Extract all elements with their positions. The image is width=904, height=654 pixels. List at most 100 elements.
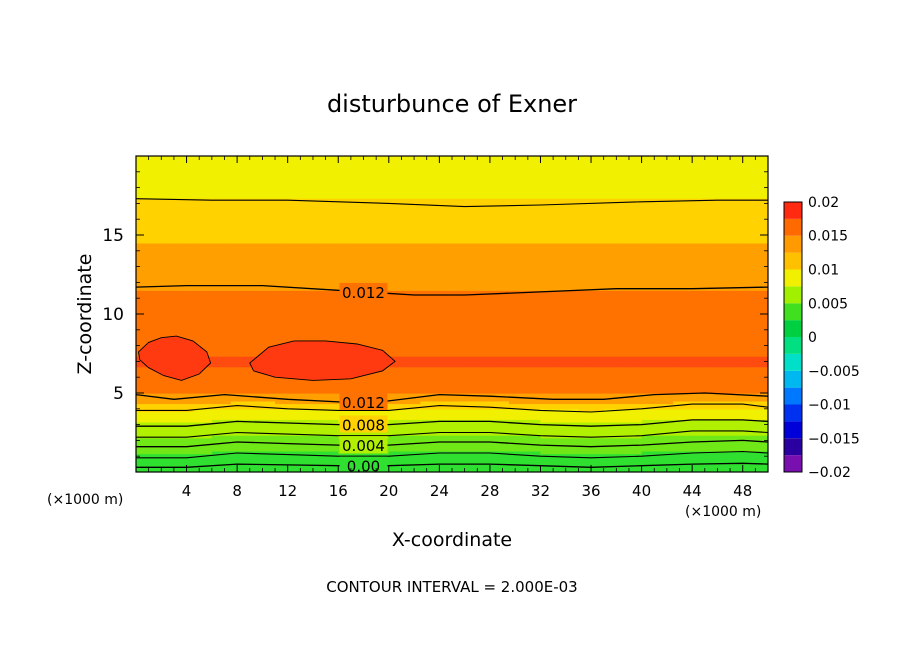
field-cell bbox=[344, 190, 352, 194]
field-cell bbox=[173, 174, 181, 178]
field-cell bbox=[142, 290, 150, 294]
field-cell bbox=[218, 419, 226, 423]
field-cell bbox=[344, 382, 352, 386]
field-cell bbox=[154, 240, 162, 244]
field-cell bbox=[199, 319, 207, 323]
field-cell bbox=[357, 166, 365, 170]
field-cell bbox=[357, 156, 365, 160]
field-cell bbox=[142, 287, 150, 291]
field-cell bbox=[262, 437, 270, 441]
field-cell bbox=[357, 177, 365, 181]
field-cell bbox=[154, 256, 162, 260]
field-cell bbox=[224, 174, 232, 178]
field-cell bbox=[382, 316, 390, 320]
field-cell bbox=[262, 337, 270, 341]
field-cell bbox=[382, 374, 390, 378]
field-cell bbox=[331, 208, 339, 212]
field-cell bbox=[180, 458, 188, 463]
field-cell bbox=[218, 158, 226, 162]
field-cell bbox=[350, 229, 358, 233]
field-cell bbox=[376, 206, 384, 210]
field-cell bbox=[173, 314, 181, 318]
field-cell bbox=[167, 406, 175, 410]
field-cell bbox=[186, 319, 194, 323]
field-cell bbox=[306, 316, 314, 320]
field-cell bbox=[173, 221, 181, 226]
field-cell bbox=[167, 187, 175, 191]
field-cell bbox=[192, 250, 200, 255]
field-cell bbox=[262, 466, 270, 470]
field-cell bbox=[300, 335, 308, 339]
field-cell bbox=[249, 319, 257, 323]
field-cell bbox=[312, 177, 320, 181]
field-cell bbox=[319, 282, 327, 286]
field-cell bbox=[243, 466, 251, 470]
field-cell bbox=[249, 179, 257, 183]
field-cell bbox=[167, 332, 175, 336]
field-cell bbox=[249, 403, 257, 407]
field-cell bbox=[142, 229, 150, 233]
field-cell bbox=[325, 213, 333, 218]
field-cell bbox=[388, 171, 396, 176]
field-cell bbox=[281, 213, 289, 218]
field-cell bbox=[319, 435, 327, 439]
field-cell bbox=[388, 208, 396, 212]
field-cell bbox=[281, 271, 289, 276]
field-cell bbox=[268, 269, 276, 273]
field-cell bbox=[294, 427, 301, 431]
field-cell bbox=[218, 387, 226, 391]
field-cell bbox=[224, 411, 232, 415]
field-cell bbox=[306, 200, 314, 204]
field-cell bbox=[199, 416, 207, 420]
field-cell bbox=[186, 192, 194, 197]
field-cell bbox=[325, 292, 333, 297]
field-cell bbox=[319, 277, 327, 281]
field-cell bbox=[344, 269, 352, 273]
field-cell bbox=[287, 261, 295, 265]
field-cell bbox=[237, 424, 245, 428]
field-cell bbox=[211, 285, 219, 289]
field-cell bbox=[369, 269, 377, 273]
field-cell bbox=[237, 361, 245, 365]
field-cell bbox=[230, 177, 238, 181]
field-cell bbox=[249, 292, 257, 297]
field-cell bbox=[369, 169, 377, 173]
field-cell bbox=[230, 437, 238, 441]
field-cell bbox=[148, 248, 156, 252]
field-cell bbox=[281, 440, 289, 444]
field-cell bbox=[363, 279, 371, 283]
field-cell bbox=[249, 443, 257, 447]
field-cell bbox=[148, 290, 156, 294]
field-cell bbox=[230, 253, 238, 257]
field-cell bbox=[363, 208, 371, 212]
field-cell bbox=[369, 198, 377, 202]
field-cell bbox=[312, 324, 320, 328]
field-cell bbox=[180, 282, 188, 286]
field-cell bbox=[173, 224, 181, 228]
field-cell bbox=[300, 382, 308, 386]
field-cell bbox=[262, 190, 270, 194]
field-cell bbox=[275, 456, 282, 460]
field-cell bbox=[237, 324, 245, 328]
field-cell bbox=[256, 421, 263, 426]
field-cell bbox=[395, 274, 403, 278]
field-cell bbox=[224, 161, 232, 165]
field-cell bbox=[180, 316, 188, 320]
field-cell bbox=[161, 303, 169, 307]
field-cell bbox=[312, 221, 320, 226]
field-cell bbox=[180, 335, 188, 339]
field-cell bbox=[142, 232, 150, 236]
field-cell bbox=[180, 163, 188, 168]
field-cell bbox=[363, 171, 371, 176]
field-cell bbox=[237, 192, 245, 197]
field-cell bbox=[294, 279, 301, 283]
field-cell bbox=[205, 469, 213, 472]
field-cell bbox=[306, 242, 314, 247]
field-cell bbox=[395, 424, 403, 428]
field-cell bbox=[388, 332, 396, 336]
field-cell bbox=[224, 321, 232, 326]
field-cell bbox=[268, 456, 276, 460]
field-cell bbox=[344, 337, 352, 341]
field-cell bbox=[161, 163, 169, 168]
field-cell bbox=[173, 190, 181, 194]
